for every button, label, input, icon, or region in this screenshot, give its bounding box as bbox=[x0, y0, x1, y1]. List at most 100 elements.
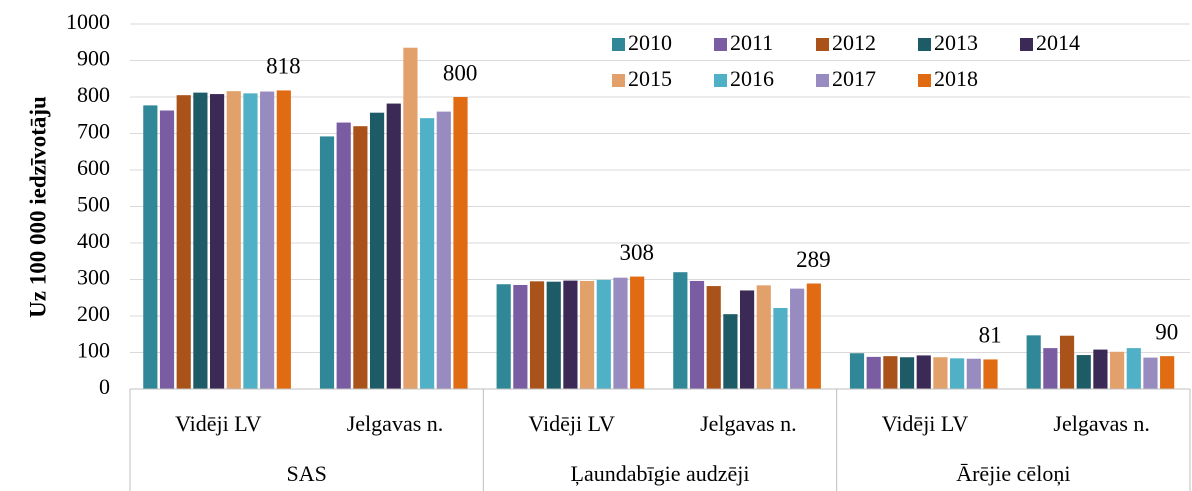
y-tick-label: 400 bbox=[77, 228, 110, 253]
bar bbox=[866, 356, 881, 389]
bar bbox=[386, 103, 401, 389]
legend-swatch bbox=[612, 74, 625, 87]
bar bbox=[453, 97, 468, 389]
y-tick-label: 800 bbox=[77, 82, 110, 107]
legend-label: 2017 bbox=[832, 66, 876, 91]
bar bbox=[1143, 357, 1158, 389]
bar bbox=[883, 356, 898, 389]
bar bbox=[496, 284, 511, 389]
bar bbox=[849, 353, 865, 389]
bar bbox=[369, 112, 385, 389]
bar bbox=[689, 280, 705, 389]
data-label: 818 bbox=[266, 54, 301, 79]
y-tick-label: 700 bbox=[77, 119, 110, 144]
legend-label: 2013 bbox=[934, 30, 978, 55]
legend-swatch bbox=[816, 38, 829, 51]
bar bbox=[159, 110, 175, 389]
bar bbox=[143, 105, 158, 390]
y-tick-label: 100 bbox=[77, 338, 110, 363]
bar bbox=[950, 358, 965, 389]
legend-label: 2011 bbox=[730, 30, 773, 55]
bar bbox=[529, 281, 545, 389]
bar bbox=[806, 283, 821, 389]
legend-swatch bbox=[612, 38, 625, 51]
legend-swatch bbox=[1020, 38, 1033, 51]
bar bbox=[276, 90, 291, 390]
bar bbox=[193, 92, 208, 390]
bar bbox=[739, 290, 755, 389]
bar bbox=[513, 284, 528, 389]
legend-swatch bbox=[816, 74, 829, 87]
x-tick-label: Jelgavas n. bbox=[347, 411, 444, 436]
y-tick-label: 1000 bbox=[66, 9, 110, 34]
bar bbox=[176, 95, 191, 390]
bar bbox=[209, 94, 225, 389]
y-tick-label: 500 bbox=[77, 192, 110, 217]
bar bbox=[243, 93, 258, 389]
y-tick-label: 0 bbox=[99, 374, 110, 399]
bar bbox=[773, 307, 788, 389]
legend-label: 2018 bbox=[934, 66, 978, 91]
data-label: 800 bbox=[443, 60, 478, 85]
group-label: Ļaundabīgie audzēji bbox=[571, 461, 750, 486]
bar bbox=[790, 288, 805, 389]
bar bbox=[1110, 351, 1125, 389]
x-tick-label: Vidēji LV bbox=[882, 411, 969, 436]
bar bbox=[933, 357, 948, 389]
bar bbox=[336, 122, 351, 390]
bar bbox=[673, 272, 688, 389]
legend-label: 2014 bbox=[1036, 30, 1080, 55]
legend-label: 2016 bbox=[730, 66, 774, 91]
legend-swatch bbox=[918, 38, 931, 51]
bar bbox=[353, 126, 368, 389]
bar bbox=[403, 47, 418, 389]
y-axis-label: Uz 100 000 iedzīvotāju bbox=[25, 96, 50, 318]
bar bbox=[1093, 349, 1108, 389]
bar bbox=[319, 136, 335, 389]
bar bbox=[1059, 335, 1075, 389]
y-tick-label: 600 bbox=[77, 155, 110, 180]
legend-swatch bbox=[918, 74, 931, 87]
group-label: SAS bbox=[286, 461, 326, 486]
bar bbox=[756, 285, 771, 389]
y-tick-label: 900 bbox=[77, 46, 110, 71]
data-label: 90 bbox=[1155, 319, 1178, 344]
bar bbox=[899, 357, 915, 389]
bar bbox=[1043, 348, 1058, 389]
bar bbox=[260, 91, 275, 390]
bar bbox=[420, 118, 435, 390]
legend-swatch bbox=[714, 38, 727, 51]
bar bbox=[723, 314, 738, 389]
legend-label: 2010 bbox=[628, 30, 672, 55]
bar bbox=[966, 358, 981, 389]
y-tick-label: 300 bbox=[77, 265, 110, 290]
bar bbox=[436, 111, 451, 389]
bar bbox=[630, 276, 645, 389]
x-tick-label: Vidēji LV bbox=[528, 411, 615, 436]
bar bbox=[706, 286, 721, 389]
bar bbox=[580, 280, 595, 389]
legend-label: 2012 bbox=[832, 30, 876, 55]
data-label: 289 bbox=[796, 247, 831, 272]
legend-label: 2015 bbox=[628, 66, 672, 91]
bar bbox=[226, 91, 241, 389]
bar bbox=[596, 279, 611, 389]
bar bbox=[563, 280, 578, 389]
bar bbox=[916, 355, 931, 389]
legend-swatch bbox=[714, 74, 727, 87]
bar bbox=[983, 359, 998, 389]
x-tick-label: Jelgavas n. bbox=[1053, 411, 1150, 436]
bar bbox=[1160, 356, 1175, 389]
bar bbox=[1026, 335, 1041, 389]
y-tick-label: 200 bbox=[77, 301, 110, 326]
x-tick-label: Vidēji LV bbox=[175, 411, 262, 436]
bar bbox=[1126, 348, 1141, 389]
bar bbox=[613, 277, 628, 389]
bar bbox=[1076, 355, 1091, 389]
data-label: 308 bbox=[619, 240, 654, 265]
group-label: Ārējie cēloņi bbox=[956, 461, 1070, 486]
bar bbox=[546, 281, 561, 389]
data-label: 81 bbox=[979, 323, 1002, 348]
x-tick-label: Jelgavas n. bbox=[700, 411, 797, 436]
